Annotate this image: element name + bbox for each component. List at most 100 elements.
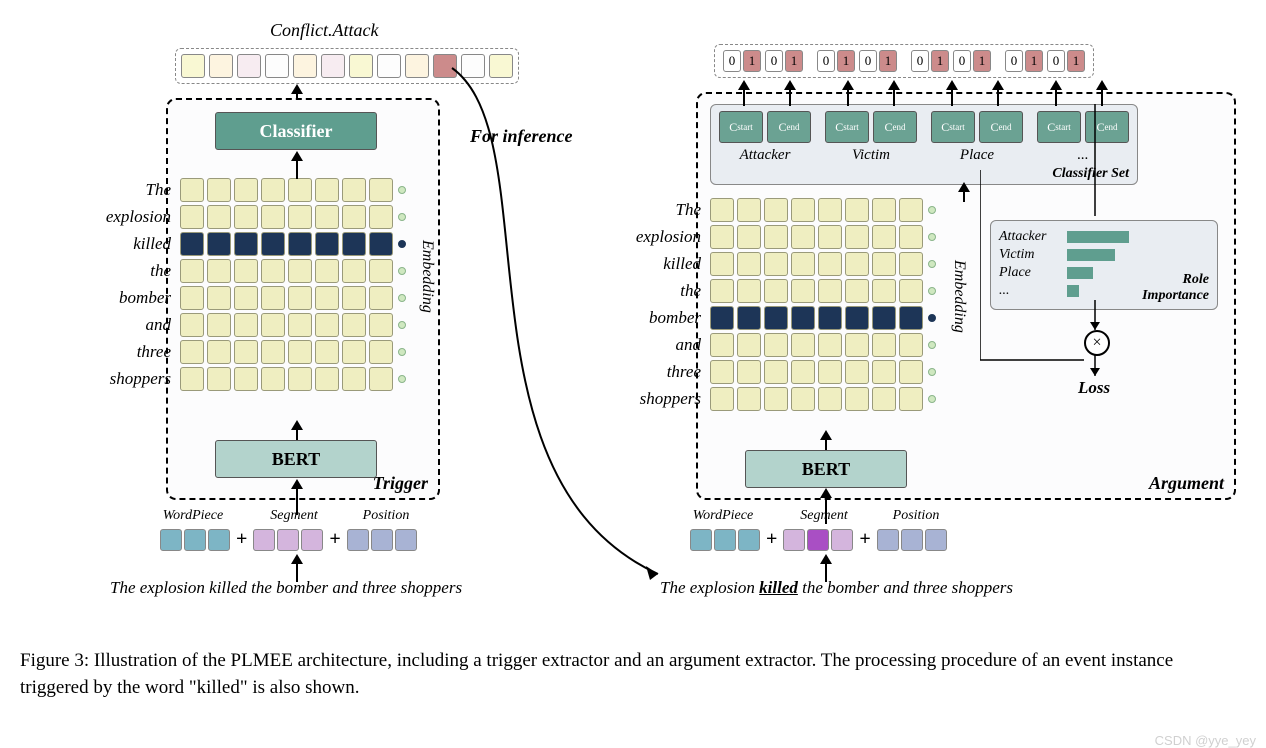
embedding-cell — [899, 306, 923, 330]
embedding-cell — [342, 367, 366, 391]
embedding-cell — [207, 367, 231, 391]
binary-cell: 0 — [911, 50, 929, 72]
embedding-dot — [928, 206, 936, 214]
embedding-cell — [737, 279, 761, 303]
embedding-cell — [261, 286, 285, 310]
binary-cell: 0 — [817, 50, 835, 72]
token-label: killed — [86, 234, 177, 254]
embedding-cell — [791, 306, 815, 330]
role-label: Attacker — [740, 147, 791, 164]
embedding-cell — [872, 279, 896, 303]
embedding-cell — [288, 286, 312, 310]
binary-cell: 0 — [765, 50, 783, 72]
output-cell — [181, 54, 205, 78]
embedding-cell — [845, 252, 869, 276]
token-label: explosion — [616, 227, 707, 247]
embedding-cell — [737, 252, 761, 276]
trigger-panel-label: Trigger — [373, 473, 428, 494]
embedding-cell — [342, 313, 366, 337]
output-label: Conflict.Attack — [270, 20, 378, 41]
output-cell — [237, 54, 261, 78]
classifier-box: Cstart — [825, 111, 869, 143]
embedding-cell — [791, 387, 815, 411]
token-label: killed — [616, 254, 707, 274]
embedding-cell — [234, 232, 258, 256]
classifier-block: Classifier — [215, 112, 377, 150]
embedding-cell — [845, 306, 869, 330]
embedding-cell — [207, 313, 231, 337]
embedding-cell — [180, 205, 204, 229]
output-cell — [349, 54, 373, 78]
embedding-cell — [261, 205, 285, 229]
input-embedding-cell — [301, 529, 323, 551]
embedding-cell — [845, 225, 869, 249]
embedding-cell — [342, 340, 366, 364]
embedding-cell — [207, 178, 231, 202]
embedding-cell — [899, 279, 923, 303]
binary-cell: 1 — [931, 50, 949, 72]
embedding-dot — [928, 260, 936, 268]
embedding-cell — [791, 198, 815, 222]
embedding-cell — [180, 367, 204, 391]
embedding-cell — [710, 306, 734, 330]
embedding-dot — [928, 341, 936, 349]
bert-block-argument: BERT — [745, 450, 907, 488]
embedding-cell — [710, 360, 734, 384]
binary-cell: 1 — [1067, 50, 1085, 72]
input-embedding-cell — [901, 529, 923, 551]
input-embedding-cell — [208, 529, 230, 551]
embedding-cell — [764, 360, 788, 384]
token-label: three — [86, 342, 177, 362]
token-label: and — [616, 335, 707, 355]
embedding-cell — [369, 286, 393, 310]
watermark: CSDN @yye_yey — [1155, 733, 1256, 748]
embedding-cell — [342, 259, 366, 283]
embedding-cell — [764, 279, 788, 303]
embedding-cell — [288, 205, 312, 229]
embedding-dot — [398, 213, 406, 221]
embedding-cell — [288, 259, 312, 283]
binary-cell: 1 — [785, 50, 803, 72]
embedding-dot — [398, 321, 406, 329]
input-embedding-cell — [714, 529, 736, 551]
output-cell — [377, 54, 401, 78]
input-embedding-cell — [690, 529, 712, 551]
embedding-cell — [180, 286, 204, 310]
arrow-icon — [784, 80, 796, 106]
embedding-cell — [710, 279, 734, 303]
output-cell — [405, 54, 429, 78]
embedding-cell — [261, 178, 285, 202]
embedding-cell — [234, 313, 258, 337]
embedding-cell — [710, 252, 734, 276]
input-embedding-cell — [371, 529, 393, 551]
figure-caption: Figure 3: Illustration of the PLMEE arch… — [20, 648, 1246, 701]
embedding-cell — [315, 259, 339, 283]
trigger-input-embeddings: ++ — [160, 528, 417, 551]
embedding-cell — [872, 225, 896, 249]
output-cell — [293, 54, 317, 78]
arrow-icon — [888, 80, 900, 106]
embedding-cell — [764, 198, 788, 222]
binary-cell: 1 — [1025, 50, 1043, 72]
arrow-icon — [946, 80, 958, 106]
embedding-cell — [315, 313, 339, 337]
embedding-cell — [818, 225, 842, 249]
argument-panel-label: Argument — [1149, 473, 1224, 494]
input-embedding-cell — [395, 529, 417, 551]
embedding-cell — [261, 340, 285, 364]
role-label: Victim — [852, 147, 890, 164]
embedding-dot — [398, 186, 406, 194]
token-label: bomber — [86, 288, 177, 308]
embedding-cell — [180, 340, 204, 364]
embedding-cell — [764, 225, 788, 249]
classifier-box: Cstart — [931, 111, 975, 143]
embedding-cell — [369, 232, 393, 256]
binary-cell: 1 — [743, 50, 761, 72]
argument-binary-output: 0101010101010101 — [714, 44, 1094, 78]
embedding-cell — [315, 286, 339, 310]
embedding-cell — [899, 198, 923, 222]
embedding-cell — [234, 205, 258, 229]
embedding-cell — [207, 340, 231, 364]
input-embedding-cell — [831, 529, 853, 551]
classifier-box: Cend — [767, 111, 811, 143]
